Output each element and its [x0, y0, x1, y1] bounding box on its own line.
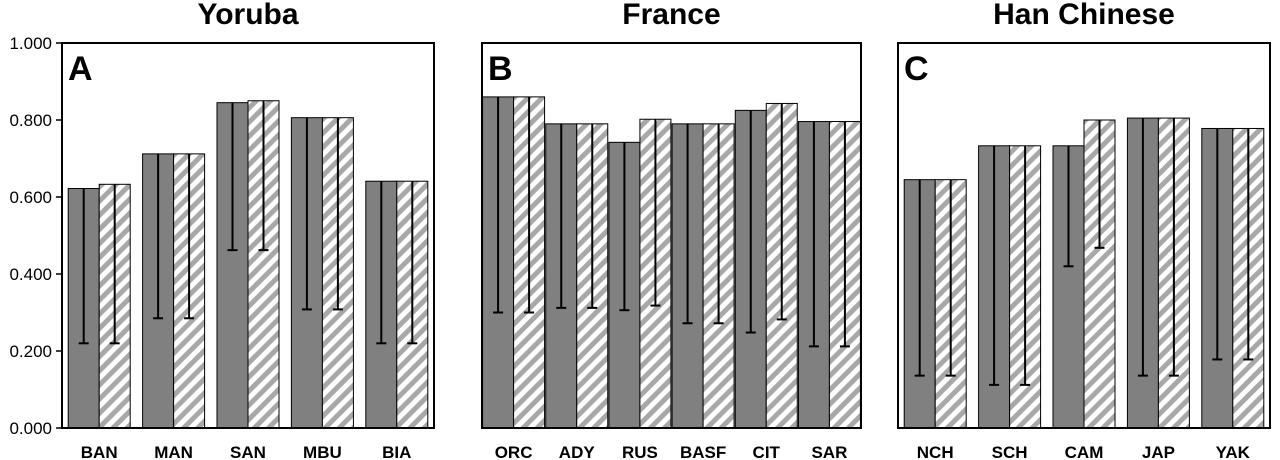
panel-title: Yoruba: [197, 0, 298, 31]
panel-frame: [897, 42, 1271, 429]
y-tick-label: 0.600: [9, 188, 52, 207]
category-label: CAM: [1065, 443, 1104, 460]
panel-letter: B: [488, 50, 513, 88]
y-tick-label: 0.800: [9, 111, 52, 130]
category-label: CIT: [753, 443, 781, 460]
category-label: SAR: [811, 443, 847, 460]
panel-frame: [481, 42, 862, 429]
category-label: JAP: [1142, 443, 1175, 460]
category-label: YAK: [1216, 443, 1251, 460]
panel-a: Yoruba BAN MAN SAN MBU BIA A: [61, 0, 435, 460]
category-label: MAN: [154, 443, 193, 460]
category-label: RUS: [622, 443, 658, 460]
category-label: ADY: [559, 443, 596, 460]
panel-c: Han Chinese NCH SCH CAM JAP YAK C: [897, 0, 1271, 460]
category-label: SAN: [230, 443, 266, 460]
category-label: MBU: [303, 443, 342, 460]
y-tick-label: 1.000: [9, 34, 52, 53]
panel-frame: [61, 42, 435, 429]
category-label: BASF: [680, 443, 726, 460]
panel-b: France ORC ADY RUS BASF CIT SAR B: [481, 0, 862, 460]
panel-letter: C: [904, 50, 929, 88]
y-tick-label: 0.000: [9, 419, 52, 438]
y-tick-label: 0.400: [9, 265, 52, 284]
category-label: NCH: [917, 443, 954, 460]
category-label: SCH: [992, 443, 1028, 460]
panel-title: France: [622, 0, 720, 31]
category-label: BIA: [382, 443, 411, 460]
panel-letter: A: [68, 50, 93, 88]
category-label: ORC: [495, 443, 533, 460]
y-axis: 0.000 0.200 0.400 0.600 0.800 1.000: [9, 34, 62, 438]
panels: Yoruba BAN MAN SAN MBU BIA A France ORC ADY RUS BAS…: [61, 0, 1271, 460]
panel-title: Han Chinese: [993, 0, 1175, 31]
y-tick-label: 0.200: [9, 342, 52, 361]
category-label: BAN: [81, 443, 118, 460]
